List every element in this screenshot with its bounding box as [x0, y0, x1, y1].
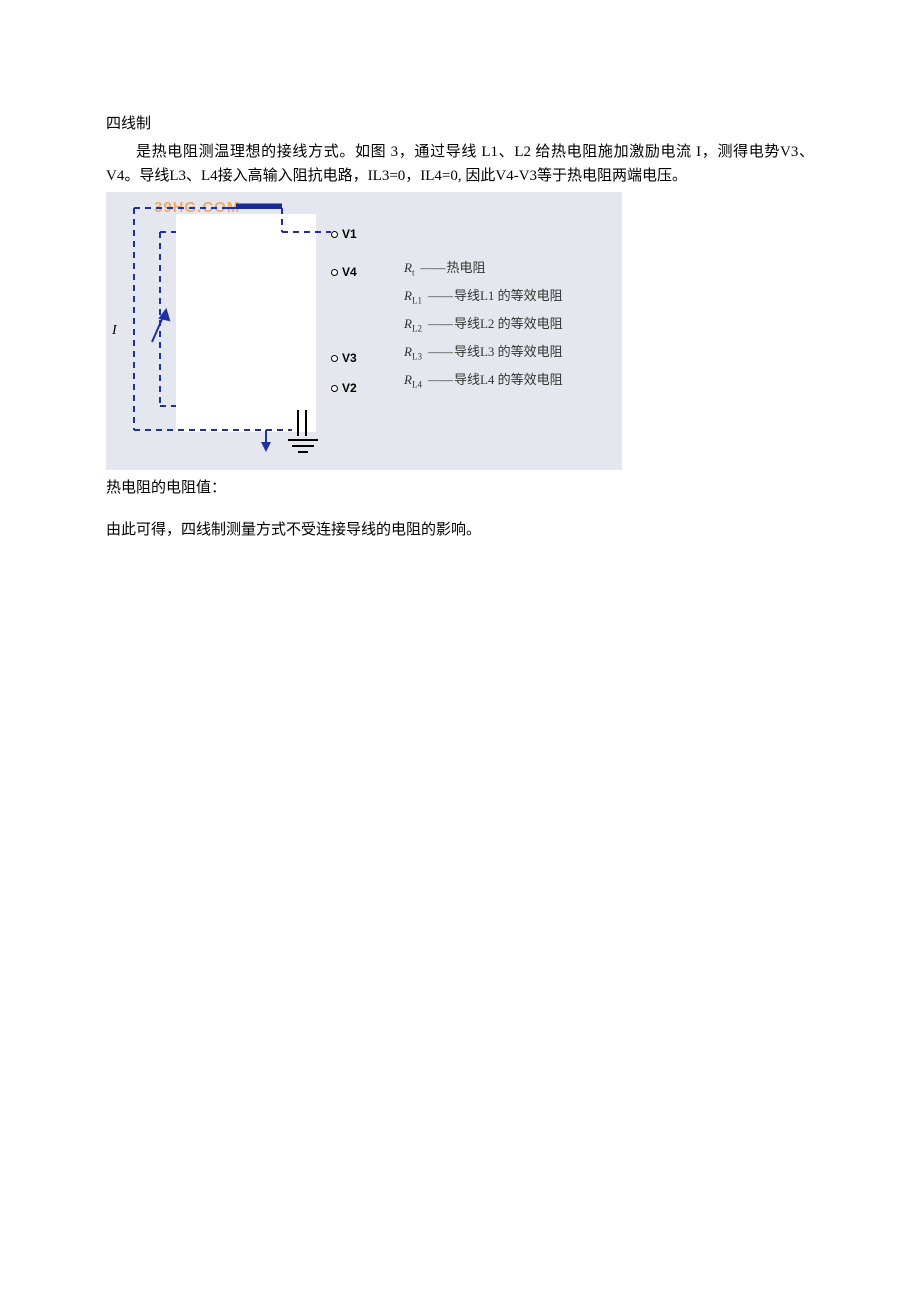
legend-sym-2: R — [404, 316, 412, 331]
terminal-v2-label: V2 — [342, 381, 357, 395]
legend-desc-1: 导线L1 的等效电阻 — [454, 288, 563, 303]
terminal-v1-label: V1 — [342, 227, 357, 241]
terminal-v4: V4 — [331, 263, 357, 282]
legend-sub-1: L1 — [412, 296, 422, 306]
resistance-value-label: 热电阻的电阻值： — [106, 476, 814, 500]
legend-sym-1: R — [404, 288, 412, 303]
legend-rl2: RL2——导线L2 的等效电阻 — [404, 314, 563, 336]
legend-sub-3: L3 — [412, 352, 422, 362]
legend-sub-0: t — [412, 268, 415, 278]
terminal-v2: V2 — [331, 379, 357, 398]
legend-sym-3: R — [404, 344, 412, 359]
legend-sym-0: R — [404, 260, 412, 275]
section-title: 四线制 — [106, 112, 814, 136]
legend-rl1: RL1——导线L1 的等效电阻 — [404, 286, 563, 308]
terminal-v1: V1 — [331, 225, 357, 244]
circuit-diagram: 39HG.COM — [106, 192, 622, 470]
legend-desc-3: 导线L3 的等效电阻 — [454, 344, 563, 359]
terminal-v3-label: V3 — [342, 351, 357, 365]
legend-sub-2: L2 — [412, 324, 422, 334]
terminal-v4-label: V4 — [342, 265, 357, 279]
paragraph-1: 是热电阻测温理想的接线方式。如图 3，通过导线 L1、L2 给热电阻施加激励电流… — [106, 140, 814, 188]
conclusion-text: 由此可得，四线制测量方式不受连接导线的电阻的影响。 — [106, 518, 814, 542]
legend-desc-2: 导线L2 的等效电阻 — [454, 316, 563, 331]
legend-desc-4: 导线L4 的等效电阻 — [454, 372, 563, 387]
legend-rt: Rt——热电阻 — [404, 258, 485, 280]
legend-rl4: RL4——导线L4 的等效电阻 — [404, 370, 563, 392]
legend-sub-4: L4 — [412, 380, 422, 390]
terminal-v3: V3 — [331, 349, 357, 368]
current-label: I — [112, 320, 117, 342]
legend-sym-4: R — [404, 372, 412, 387]
legend-rl3: RL3——导线L3 的等效电阻 — [404, 342, 563, 364]
legend-desc-0: 热电阻 — [446, 260, 485, 275]
